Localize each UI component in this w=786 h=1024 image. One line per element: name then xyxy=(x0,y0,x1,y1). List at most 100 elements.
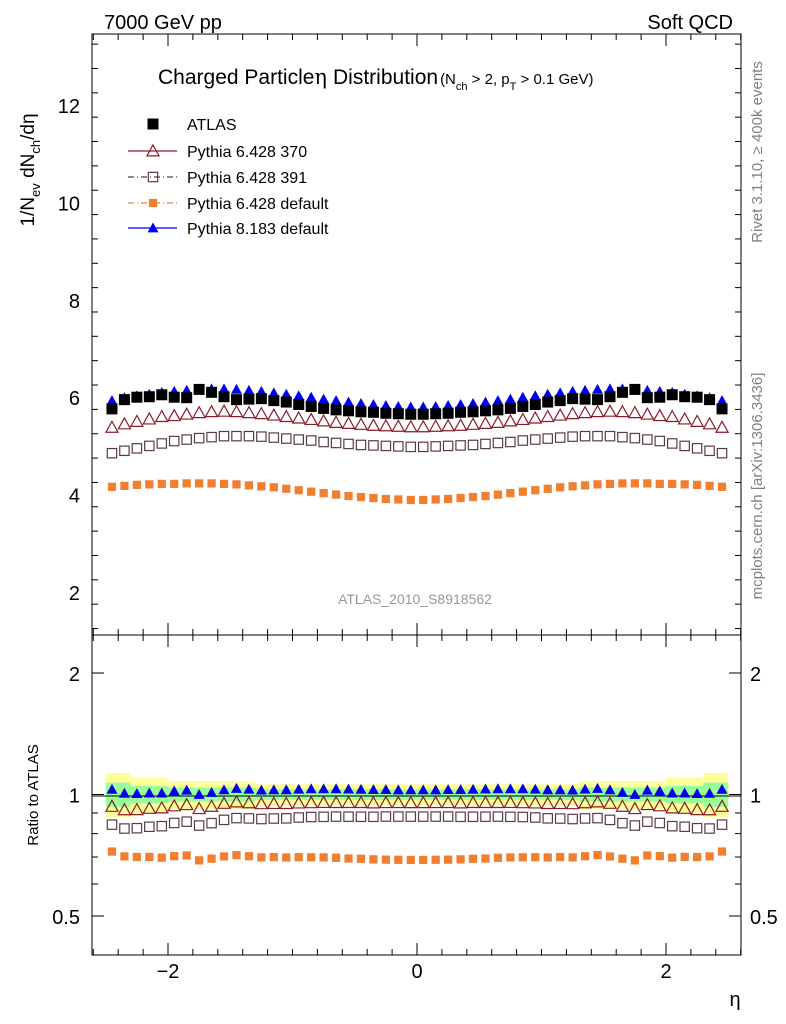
ratio-point-pythia-8-183-default xyxy=(255,784,267,795)
ratio-point-pythia-6-428-391 xyxy=(144,821,155,833)
point-pythia-6-428-default xyxy=(444,494,453,504)
point-pythia-6-428-391 xyxy=(405,441,417,453)
ratio-point-pythia-8-183-default xyxy=(405,784,417,795)
point-pythia-6-428-370 xyxy=(353,417,369,430)
ratio-point-pythia-6-428-391 xyxy=(529,812,541,823)
ratio-point-pythia-6-428-370 xyxy=(714,799,730,812)
ratio-point-pythia-6-428-370 xyxy=(677,801,692,814)
x-tick-label: 2 xyxy=(660,961,671,983)
point-pythia-6-428-391 xyxy=(617,431,628,443)
point-pythia-8-183-default xyxy=(579,384,591,395)
ratio-point-pythia-6-428-391 xyxy=(567,813,578,825)
point-pythia-8-183-default xyxy=(442,399,454,410)
ratio-point-pythia-6-428-391 xyxy=(206,817,217,829)
point-pythia-6-428-default xyxy=(680,480,689,489)
point-pythia-6-428-default xyxy=(132,480,141,489)
y-tick-label: 4 xyxy=(69,486,80,508)
point-pythia-6-428-default xyxy=(655,479,664,489)
point-pythia-6-428-391 xyxy=(666,438,678,449)
ratio-point-pythia-6-428-370 xyxy=(129,802,144,816)
point-atlas xyxy=(417,408,429,420)
point-atlas xyxy=(430,408,442,420)
point-pythia-6-428-370 xyxy=(702,416,717,430)
point-pythia-8-183-default xyxy=(230,383,242,394)
ratio-point-pythia-8-183-default xyxy=(218,784,230,795)
point-atlas xyxy=(380,407,392,419)
point-atlas xyxy=(230,394,242,406)
ratio-point-pythia-6-428-391 xyxy=(368,811,379,823)
point-pythia-6-428-370 xyxy=(565,406,580,420)
ratio-point-pythia-6-428-370 xyxy=(465,795,481,809)
header-left-label: 7000 GeV pp xyxy=(104,12,222,34)
ratio-y-tick-label: 0.5 xyxy=(52,907,80,929)
ratio-point-pythia-6-428-default xyxy=(145,852,154,862)
ratio-point-pythia-6-428-391 xyxy=(193,820,205,831)
point-pythia-8-183-default xyxy=(343,396,355,407)
ratio-point-pythia-6-428-default xyxy=(605,852,615,861)
ratio-point-pythia-6-428-default xyxy=(643,851,652,860)
ratio-point-pythia-6-428-370 xyxy=(540,796,555,810)
point-pythia-6-428-default xyxy=(630,479,639,488)
point-pythia-6-428-391 xyxy=(654,435,666,447)
ratio-point-pythia-8-183-default xyxy=(417,784,429,795)
ratio-point-pythia-6-428-391 xyxy=(642,816,653,827)
point-pythia-6-428-391 xyxy=(542,433,553,444)
point-pythia-8-183-default xyxy=(492,395,504,406)
ratio-point-pythia-6-428-default xyxy=(630,856,639,865)
ratio-point-pythia-6-428-391 xyxy=(231,812,242,824)
point-atlas xyxy=(280,396,292,408)
ratio-point-pythia-8-183-default xyxy=(168,785,180,796)
ratio-point-pythia-6-428-391 xyxy=(119,823,130,834)
point-pythia-6-428-370 xyxy=(316,413,331,427)
point-pythia-6-428-default xyxy=(195,479,204,488)
point-pythia-8-183-default xyxy=(542,388,554,399)
point-pythia-6-428-370 xyxy=(179,406,194,420)
legend-label-pythia-6-428-default: Pythia 6.428 default xyxy=(187,196,329,213)
ratio-point-pythia-6-428-default xyxy=(444,855,453,864)
point-pythia-6-428-391 xyxy=(168,435,180,447)
ratio-point-pythia-8-183-default xyxy=(118,787,130,798)
point-pythia-8-183-default xyxy=(517,391,529,402)
ratio-point-pythia-8-183-default xyxy=(504,783,516,794)
chart-title: Charged Particleη Distribution (Nch > 2, p… xyxy=(158,65,594,93)
point-pythia-6-428-default xyxy=(257,482,266,491)
ratio-point-pythia-6-428-default xyxy=(232,851,241,860)
point-atlas xyxy=(666,389,678,401)
y-tick-label: 6 xyxy=(69,388,80,410)
ratio-point-pythia-8-183-default xyxy=(666,787,678,798)
point-pythia-6-428-370 xyxy=(129,414,144,427)
point-pythia-6-428-370 xyxy=(154,409,169,423)
point-atlas xyxy=(343,405,355,417)
x-tick-label: 0 xyxy=(411,961,422,983)
ratio-point-pythia-6-428-391 xyxy=(592,812,603,824)
point-atlas xyxy=(579,393,591,405)
ratio-y-tick-label-right: 0.5 xyxy=(750,907,778,929)
ratio-point-pythia-6-428-391 xyxy=(293,812,304,823)
point-pythia-8-183-default xyxy=(604,383,616,394)
ratio-point-pythia-6-428-391 xyxy=(131,822,143,834)
point-pythia-6-428-370 xyxy=(515,412,530,426)
point-pythia-6-428-370 xyxy=(690,414,705,427)
point-pythia-6-428-391 xyxy=(193,432,205,444)
point-pythia-6-428-391 xyxy=(567,431,578,442)
ratio-point-pythia-6-428-391 xyxy=(492,811,504,822)
ratio-point-pythia-6-428-370 xyxy=(627,801,642,815)
point-pythia-6-428-default xyxy=(468,492,478,502)
ratio-point-pythia-6-428-391 xyxy=(330,811,342,822)
ratio-point-pythia-6-428-370 xyxy=(652,798,667,812)
y-tick-label: 8 xyxy=(69,291,80,313)
point-pythia-6-428-370 xyxy=(677,411,692,425)
point-pythia-6-428-default xyxy=(531,486,540,495)
ratio-point-pythia-6-428-default xyxy=(120,852,129,861)
point-pythia-6-428-391 xyxy=(629,432,641,444)
point-pythia-6-428-370 xyxy=(478,416,493,429)
point-pythia-6-428-370 xyxy=(266,407,281,421)
point-atlas xyxy=(218,391,230,403)
point-pythia-6-428-default xyxy=(406,495,415,505)
point-pythia-6-428-default xyxy=(618,479,627,488)
point-pythia-6-428-default xyxy=(232,480,241,489)
point-pythia-6-428-default xyxy=(543,484,552,493)
ratio-point-pythia-6-428-391 xyxy=(455,811,466,823)
point-pythia-6-428-370 xyxy=(391,419,406,432)
ratio-point-pythia-6-428-370 xyxy=(366,795,381,809)
